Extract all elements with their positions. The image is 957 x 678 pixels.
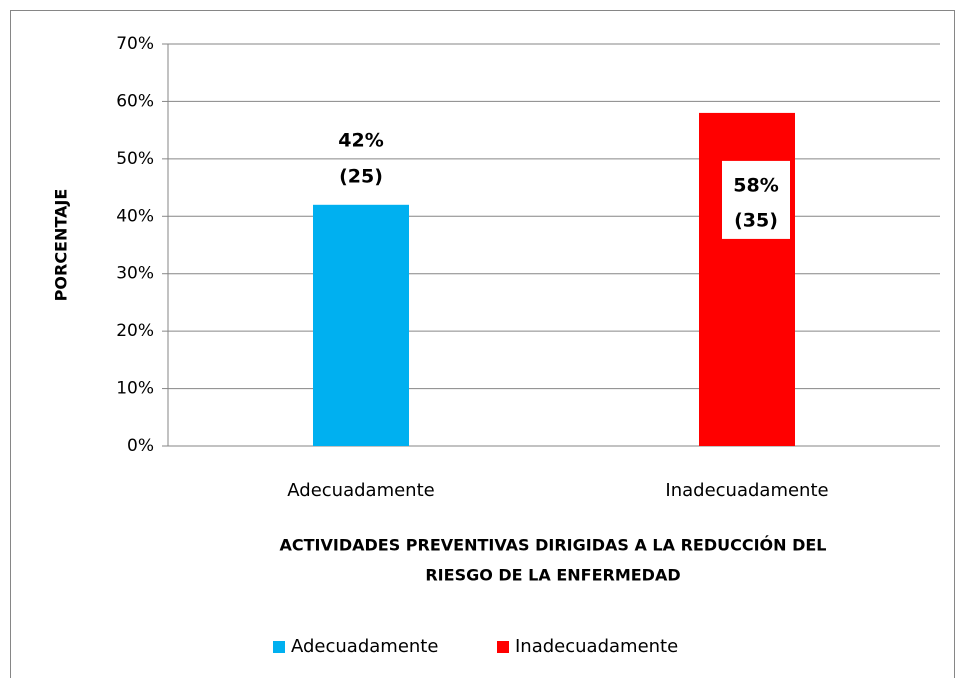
- y-tick-label: 0%: [127, 436, 154, 456]
- y-tick-label: 60%: [116, 91, 154, 111]
- x-tick-label: Adecuadamente: [287, 480, 434, 501]
- data-label: (25): [339, 165, 383, 187]
- y-tick-label: 20%: [116, 321, 154, 341]
- data-label-box: [722, 160, 790, 239]
- legend-label: Inadecuadamente: [515, 636, 678, 657]
- x-axis-title: RIESGO DE LA ENFERMEDAD: [425, 566, 680, 585]
- bar: [313, 204, 409, 446]
- y-tick-label: 50%: [116, 149, 154, 169]
- y-tick-label: 40%: [116, 206, 154, 226]
- legend-swatch: [273, 641, 285, 653]
- y-tick-label: 70%: [116, 34, 154, 54]
- data-label: 42%: [338, 129, 383, 151]
- y-tick-label: 10%: [116, 379, 154, 399]
- data-label: (35): [734, 209, 778, 231]
- y-axis-title: PORCENTAJE: [52, 189, 71, 302]
- legend-label: Adecuadamente: [291, 636, 438, 657]
- x-tick-label: Inadecuadamente: [665, 480, 828, 501]
- data-label: 58%: [733, 174, 778, 196]
- x-axis-title: ACTIVIDADES PREVENTIVAS DIRIGIDAS A LA R…: [280, 536, 827, 555]
- legend-swatch: [497, 641, 509, 653]
- y-tick-label: 30%: [116, 264, 154, 284]
